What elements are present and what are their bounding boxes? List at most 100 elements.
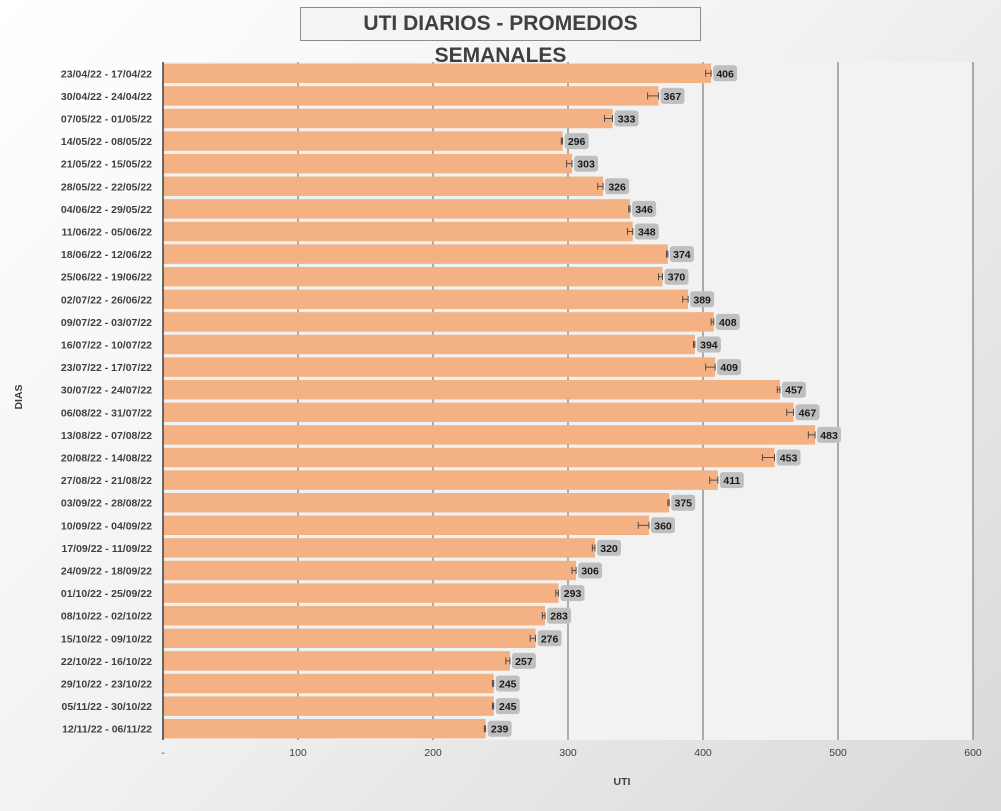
x-tick-label: 300 — [559, 747, 577, 759]
bar — [163, 447, 775, 468]
bar — [163, 244, 668, 264]
data-label: 467 — [799, 407, 817, 419]
data-label-box — [614, 110, 639, 127]
data-label: 348 — [638, 227, 656, 239]
chart-title: UTI DIARIOS - PROMEDIOS SEMANALES — [300, 7, 701, 67]
bar — [163, 176, 604, 197]
data-label: 411 — [723, 475, 740, 487]
bar — [163, 538, 595, 558]
bar — [163, 289, 689, 310]
category-label: 14/05/22 - 08/05/22 — [61, 136, 152, 148]
data-label-box — [669, 246, 694, 263]
category-label: 06/08/22 - 31/07/22 — [61, 407, 152, 419]
data-label: 303 — [577, 159, 595, 171]
x-tick-label: 600 — [964, 747, 982, 759]
category-label: 12/11/22 - 06/11/22 — [62, 724, 152, 736]
data-label: 326 — [608, 181, 626, 193]
data-label-box — [671, 494, 696, 511]
data-label: 375 — [674, 498, 692, 510]
data-label-box — [632, 200, 657, 217]
data-label-box — [715, 313, 740, 330]
category-label: 22/10/22 - 16/10/22 — [61, 656, 152, 668]
data-label-box — [634, 223, 659, 240]
data-label: 457 — [785, 385, 803, 397]
data-label-box — [817, 426, 842, 443]
data-label-box — [597, 539, 621, 556]
data-label: 374 — [673, 249, 691, 261]
bars — [163, 63, 816, 739]
x-tick-label: 100 — [289, 747, 307, 759]
category-label: 07/05/22 - 01/05/22 — [61, 114, 152, 126]
data-label: 306 — [581, 566, 599, 578]
category-label: 08/10/22 - 02/10/22 — [61, 611, 152, 623]
error-bars — [483, 69, 816, 733]
data-label-box — [719, 472, 744, 489]
data-label-box — [574, 155, 599, 172]
category-label: 04/06/22 - 29/05/22 — [61, 204, 152, 216]
bar — [163, 492, 670, 513]
category-label: 25/06/22 - 19/06/22 — [61, 272, 152, 284]
data-label-box — [495, 675, 520, 692]
category-label: 30/07/22 - 24/07/22 — [61, 385, 152, 397]
data-label: 409 — [720, 362, 738, 374]
bar — [163, 312, 714, 332]
category-label: 24/09/22 - 18/09/22 — [61, 566, 152, 578]
category-label: 27/08/22 - 21/08/22 — [61, 475, 152, 487]
bar — [163, 379, 780, 400]
bar — [163, 334, 695, 355]
category-label: 10/09/22 - 04/09/22 — [61, 520, 152, 532]
category-label: 23/07/22 - 17/07/22 — [61, 362, 152, 374]
category-label: 23/04/22 - 17/04/22 — [61, 68, 152, 80]
category-label: 16/07/22 - 10/07/22 — [61, 340, 152, 352]
bar — [163, 108, 613, 129]
data-labels: 4063673332963033263463483743703894083944… — [487, 65, 842, 737]
data-label-box — [664, 268, 689, 285]
bar — [163, 651, 510, 671]
category-label: 28/05/22 - 22/05/22 — [61, 181, 152, 193]
data-label: 406 — [716, 68, 734, 80]
category-label: 21/05/22 - 15/05/22 — [61, 159, 152, 171]
data-label-box — [781, 381, 806, 398]
data-label: 333 — [618, 114, 636, 126]
data-label: 483 — [820, 430, 838, 442]
bar — [163, 425, 816, 445]
bar — [163, 63, 712, 84]
data-label-box — [495, 698, 520, 715]
category-label: 09/07/22 - 03/07/22 — [61, 317, 152, 329]
x-tick-label: 500 — [829, 747, 847, 759]
category-label: 20/08/22 - 14/08/22 — [61, 453, 152, 465]
data-label: 360 — [654, 520, 672, 532]
bar — [163, 86, 659, 106]
category-label: 01/10/22 - 25/09/22 — [61, 588, 152, 600]
category-label: 18/06/22 - 12/06/22 — [61, 249, 152, 261]
category-label: 17/09/22 - 11/09/22 — [62, 543, 153, 555]
bar — [163, 605, 546, 626]
category-label: 29/10/22 - 23/10/22 — [61, 679, 152, 691]
data-label-box — [511, 652, 536, 669]
data-label-box — [696, 336, 721, 353]
category-label: 11/06/22 - 05/06/22 — [62, 227, 153, 239]
data-label-box — [605, 178, 630, 195]
data-label-box — [578, 562, 603, 579]
bar — [163, 515, 649, 536]
data-label: 394 — [700, 340, 718, 352]
data-label-box — [547, 607, 572, 624]
category-label: 03/09/22 - 28/08/22 — [61, 498, 152, 510]
bar — [163, 199, 631, 219]
data-label: 296 — [568, 136, 586, 148]
data-label: 245 — [499, 679, 517, 691]
data-label: 389 — [693, 294, 711, 306]
x-axis-title: UTI — [614, 776, 631, 788]
data-label: 320 — [600, 543, 618, 555]
x-tick-labels: - 100 200 300 400 500 600 — [161, 747, 982, 759]
category-label: 05/11/22 - 30/10/22 — [62, 701, 153, 713]
data-label: 245 — [499, 701, 517, 713]
gridlines — [297, 62, 974, 740]
data-label: 239 — [491, 724, 509, 736]
bar — [163, 696, 494, 716]
x-tick-label: 400 — [694, 747, 712, 759]
bar — [163, 628, 536, 649]
category-label: 13/08/22 - 07/08/22 — [61, 430, 152, 442]
data-label-box — [537, 630, 562, 647]
